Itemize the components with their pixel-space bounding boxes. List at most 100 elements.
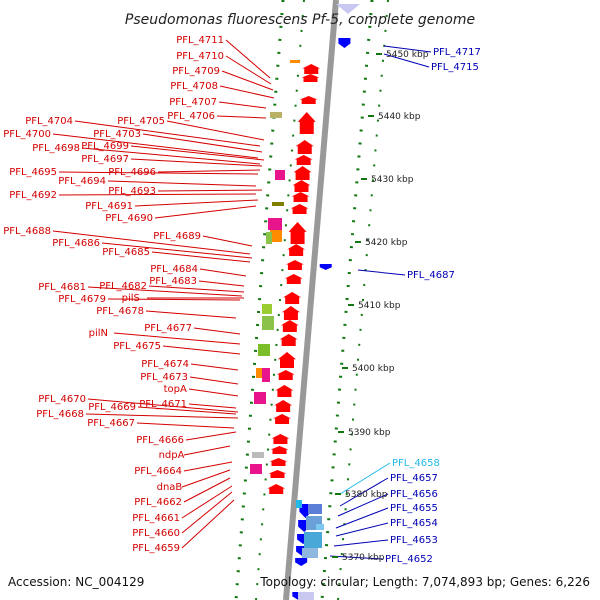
gene-feature-box[interactable] [272,202,284,206]
gene-label[interactable]: PFL_4694 [58,176,106,187]
gene-feature-box[interactable] [270,112,282,118]
gene-label[interactable]: PFL_4711 [176,35,224,46]
forward-gene-arrow[interactable] [267,484,286,494]
gene-label[interactable]: PFL_4666 [136,435,184,446]
gene-label[interactable]: topA [164,384,187,395]
gene-label[interactable]: PFL_4690 [105,213,153,224]
gene-label[interactable]: pilS [122,293,140,304]
forward-gene-arrow[interactable] [297,112,316,134]
gene-label[interactable]: PFL_4710 [176,51,224,62]
forward-gene-arrow[interactable] [268,470,287,478]
reverse-gene-arrow[interactable] [338,38,351,48]
gene-feature-box[interactable] [258,344,270,356]
gene-feature-box[interactable] [266,232,272,244]
forward-gene-arrow[interactable] [287,244,306,256]
gene-label[interactable]: PFL_4704 [25,116,73,127]
forward-gene-arrow[interactable] [291,192,310,202]
forward-gene-arrow[interactable] [285,260,304,270]
reverse-gene-arrow[interactable] [319,264,332,270]
gene-label[interactable]: PFL_4708 [170,81,218,92]
forward-gene-arrow[interactable] [273,414,292,424]
gene-label[interactable]: PFL_4706 [167,111,215,122]
gene-feature-box[interactable] [316,524,324,530]
forward-gene-arrow[interactable] [278,352,296,368]
forward-gene-arrow[interactable] [294,155,313,165]
gene-feature-box[interactable] [304,532,322,548]
gene-label[interactable]: PFL_4715 [431,62,479,73]
gene-feature-box[interactable] [308,504,322,514]
forward-gene-arrow[interactable] [274,400,293,412]
forward-gene-arrow[interactable] [288,222,307,244]
gene-label[interactable]: PFL_4692 [9,190,57,201]
gene-label[interactable]: PFL_4709 [172,66,220,77]
gene-label[interactable]: PFL_4688 [3,226,51,237]
gene-label[interactable]: PFL_4691 [85,201,133,212]
gene-label[interactable]: PFL_4675 [113,341,161,352]
gene-label[interactable]: PFL_4717 [433,47,481,58]
gene-label[interactable]: PFL_4671 [139,399,187,410]
gene-feature-box[interactable] [262,316,274,330]
gene-label[interactable]: PFL_4678 [96,306,144,317]
gene-label[interactable]: ndpA [159,450,185,461]
forward-gene-arrow[interactable] [276,370,295,380]
forward-gene-arrow[interactable] [271,434,290,444]
gene-label[interactable]: PFL_4707 [169,97,217,108]
forward-gene-arrow[interactable] [270,446,289,454]
gene-label[interactable]: PFL_4684 [150,264,198,275]
gene-label[interactable]: PFL_4695 [9,167,57,178]
gene-label[interactable]: PFL_4659 [132,543,180,554]
reverse-gene-arrow[interactable] [295,558,308,566]
gene-label[interactable]: PFL_4681 [38,282,86,293]
gene-feature-box[interactable] [262,368,270,382]
forward-gene-arrow[interactable] [275,385,294,397]
gene-label[interactable]: PFL_4655 [390,503,438,514]
gene-label[interactable]: PFL_4674 [141,359,189,370]
gene-label[interactable]: PFL_4693 [108,186,156,197]
gene-feature-box[interactable] [262,304,272,314]
forward-gene-arrow[interactable] [280,320,299,332]
gene-label[interactable]: pilN [89,328,108,339]
gene-label[interactable]: PFL_4689 [153,231,201,242]
gene-label[interactable]: PFL_4697 [81,154,129,165]
gene-label[interactable]: PFL_4661 [132,513,180,524]
forward-gene-arrow[interactable] [281,306,300,320]
gene-label[interactable]: PFL_4687 [407,270,455,281]
gene-label[interactable]: PFL_4662 [134,497,182,508]
gene-label[interactable]: PFL_4696 [108,167,156,178]
gene-label[interactable]: PFL_4664 [134,466,182,477]
gene-label[interactable]: PFL_4677 [144,323,192,334]
forward-gene-arrow[interactable] [279,334,298,346]
gene-feature-box[interactable] [275,170,285,180]
gene-label[interactable]: PFL_4658 [392,458,440,469]
gene-label[interactable]: PFL_4703 [93,129,141,140]
gene-label[interactable]: PFL_4653 [390,535,438,546]
forward-gene-arrow[interactable] [292,180,311,192]
gene-label[interactable]: PFL_4705 [117,116,165,127]
gene-label[interactable]: PFL_4667 [87,418,135,429]
gene-feature-box[interactable] [252,452,264,458]
gene-label[interactable]: PFL_4652 [385,554,433,565]
gene-feature-box[interactable] [270,230,282,242]
gene-label[interactable]: PFL_4669 [88,402,136,413]
gene-feature-box[interactable] [254,392,266,404]
gene-feature-box[interactable] [302,548,318,558]
gene-label[interactable]: PFL_4700 [3,129,51,140]
gene-feature-box[interactable] [296,500,302,508]
gene-label[interactable]: PFL_4660 [132,528,180,539]
gene-feature-box[interactable] [268,218,282,230]
gene-label[interactable]: PFL_4679 [58,294,106,305]
gene-feature-box[interactable] [250,464,262,474]
forward-gene-arrow[interactable] [302,64,321,74]
forward-gene-arrow[interactable] [284,274,303,284]
forward-gene-arrow[interactable] [290,204,309,214]
gene-label[interactable]: PFL_4698 [32,143,80,154]
gene-label[interactable]: PFL_4657 [390,473,438,484]
forward-gene-arrow[interactable] [269,458,288,466]
gene-label[interactable]: PFL_4673 [140,372,188,383]
forward-gene-arrow[interactable] [299,96,318,104]
forward-gene-arrow[interactable] [295,140,314,154]
gene-label[interactable]: PFL_4685 [102,247,150,258]
forward-gene-arrow[interactable] [301,74,320,82]
gene-label[interactable]: dnaB [157,482,183,493]
gene-label[interactable]: PFL_4668 [36,409,84,420]
